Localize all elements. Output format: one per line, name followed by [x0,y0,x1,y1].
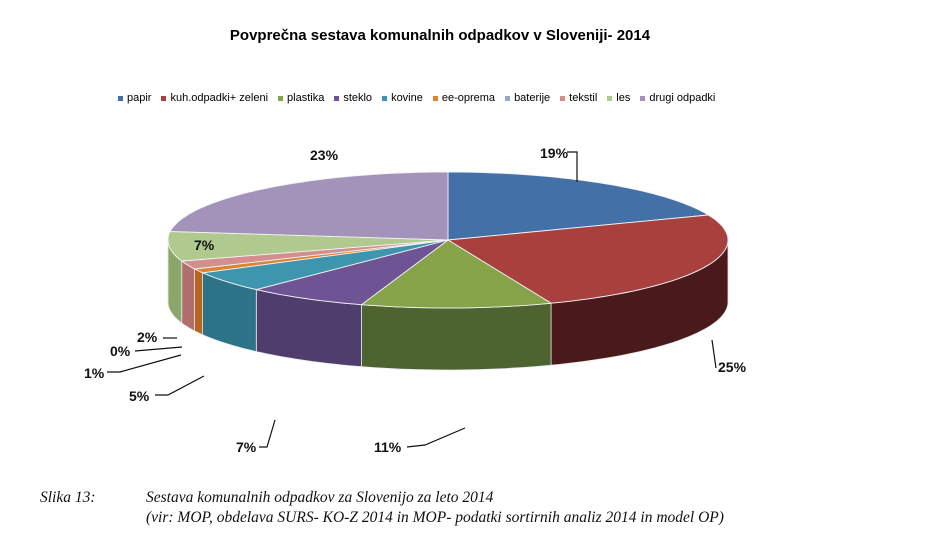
legend-item: les [607,92,630,104]
legend-label: kovine [391,92,423,104]
leader-line [134,346,183,352]
legend-swatch-icon [607,95,613,101]
pie-slice-kovine [200,239,449,291]
legend-item: plastika [278,92,324,104]
data-label: 23% [310,147,339,163]
legend-label: kuh.odpadki+ zeleni [170,92,269,104]
chart-legend: papir kuh.odpadki+ zeleni plastika steklo ko… [118,92,725,104]
legend-item: drugi odpadki [640,92,715,104]
pie-slice-tekstil [180,239,449,270]
pie-slice-les [167,231,449,262]
pie-slice-papir [447,171,710,241]
data-label: 5% [129,388,150,404]
legend-swatch-icon [640,95,646,101]
data-label: 7% [194,237,215,253]
legend-swatch-icon [334,95,340,101]
legend-item: kuh.odpadki+ zeleni [161,92,268,104]
leader-line [406,427,466,448]
pie-chart: 19% 25% 11% 7% 5% 1% 0% 2% 7% 23% [84,145,747,455]
data-label: 7% [236,439,257,455]
leader-line [107,354,182,373]
legend-swatch-icon [161,95,167,101]
pie-slice-plastika [360,239,553,309]
legend-label: plastika [287,92,325,104]
legend-label: ee-oprema [441,92,496,104]
data-label: 11% [374,439,402,455]
data-labels: 19% 25% 11% 7% 5% 1% 0% 2% 7% 23% [84,145,747,455]
legend-item: ee-oprema [432,92,496,104]
leader-line [567,151,578,182]
legend-swatch-icon [118,95,123,101]
legend-label: tekstil [569,92,598,104]
pie-slice-steklo [256,239,449,306]
caption-source: (vir: MOP, obdelava SURS- KO-Z 2014 in M… [146,509,724,526]
data-label: 25% [718,359,747,375]
legend-swatch-icon [432,95,438,101]
figure-caption: Slika 13: Sestava komunalnih odpadkov za… [40,488,724,528]
caption-number: Slika 13: [40,489,96,506]
legend-swatch-icon [560,95,566,101]
legend-swatch-icon [382,95,388,101]
leader-line [155,375,205,396]
leader-line [259,419,276,448]
legend-item: kovine [382,92,423,104]
pie-side-5 [194,268,203,336]
chart-title: Povprečna sestava komunalnih odpadkov v … [229,27,651,44]
caption-title: Sestava komunalnih odpadkov za Slovenijo… [146,489,494,506]
legend-swatch-icon [505,95,511,101]
data-label: 19% [540,145,569,161]
pie-side-7 [181,260,195,332]
legend-item: papir [118,92,151,104]
legend-item: tekstil [560,92,597,104]
legend-label: steklo [343,92,373,104]
legend-label: papir [127,92,152,104]
legend-item: steklo [334,92,372,104]
legend-swatch-icon [278,95,284,101]
data-label: 0% [110,343,131,359]
pie-top [167,171,729,309]
pie-slice-drugi-odpadki [169,171,449,241]
data-label: 1% [84,365,105,381]
pie-slice-kuh-odpadki-zeleni [446,214,729,304]
pie-side-2 [361,302,552,371]
legend-label: les [616,92,631,104]
legend-label: drugi odpadki [649,92,716,104]
leader-line [711,339,717,369]
data-label: 2% [137,329,158,345]
legend-item: baterije [505,92,550,104]
legend-label: baterije [514,92,551,104]
